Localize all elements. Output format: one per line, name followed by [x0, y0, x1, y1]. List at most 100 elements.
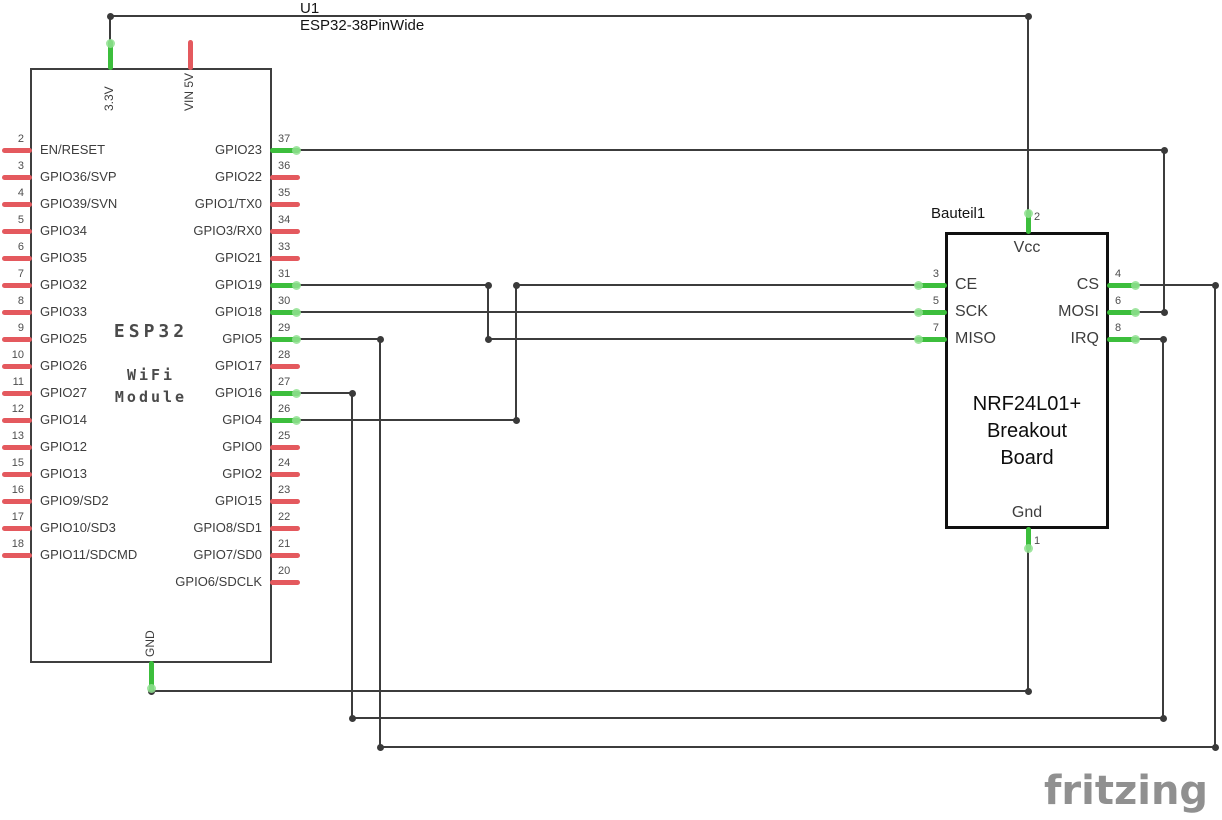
pin-gpio17-number: 28 — [278, 349, 291, 361]
pin-gpio13-leg[interactable] — [2, 471, 32, 477]
pin-gpio8-sd1-leg[interactable] — [270, 525, 300, 531]
pin-gpio1-tx0-label: GPIO1/TX0 — [194, 196, 262, 211]
junction-gpio23-to-mosi-2 — [1160, 308, 1168, 316]
pin-gpio26-leg[interactable] — [2, 363, 32, 369]
pin-gpio6-sdclk-leg[interactable] — [270, 579, 300, 585]
pin-gpio34-leg[interactable] — [2, 228, 32, 234]
ref-model[interactable]: ESP32-38PinWide — [300, 17, 425, 34]
pin-gpio0-leg[interactable] — [270, 444, 300, 450]
pin-ce-leg[interactable] — [915, 282, 947, 288]
pin-gpio22-leg[interactable] — [270, 174, 300, 180]
pin-miso-number: 7 — [932, 322, 939, 334]
pin-gpio17-leg[interactable] — [270, 363, 300, 369]
wire-gpio16-to-irq[interactable] — [351, 717, 1164, 719]
pin-gpio12-leg[interactable] — [2, 444, 32, 450]
pin-gpio35-label: GPIO35 — [40, 250, 87, 265]
wire-gnd-to-gnd[interactable] — [150, 690, 1029, 692]
wire-gpio5-to-cs[interactable] — [379, 338, 381, 748]
pin-gpio35-leg[interactable] — [2, 255, 32, 261]
nrf24l01-title-line-2: Board — [1000, 447, 1054, 469]
esp32-center-label-2: Module — [114, 388, 188, 406]
junction-gpio5-to-cs-4 — [1211, 281, 1219, 289]
pin-gpio25-leg[interactable] — [2, 336, 32, 342]
junction-gpio5-to-cs-2 — [376, 743, 384, 751]
pin-gpio19-leg[interactable] — [270, 282, 300, 288]
pin-gpio5-leg[interactable] — [270, 336, 300, 342]
pin-gpio10-sd3-leg[interactable] — [2, 525, 32, 531]
pin-gpio33-leg[interactable] — [2, 309, 32, 315]
wire-gpio23-to-mosi[interactable] — [1134, 311, 1165, 313]
wire-3v3-to-vcc[interactable] — [109, 15, 111, 44]
wire-gpio18-to-sck[interactable] — [295, 311, 920, 313]
junction-gpio19-to-miso-2 — [484, 335, 492, 343]
pin-gpio33-number: 8 — [17, 295, 24, 307]
pin-gpio39-svn-leg[interactable] — [2, 201, 32, 207]
esp32-center-label-0: ESP32 — [113, 321, 189, 342]
wire-3v3-to-vcc[interactable] — [1027, 15, 1029, 214]
pin-gpio2-leg[interactable] — [270, 471, 300, 477]
pin-gpio1-tx0-leg[interactable] — [270, 201, 300, 207]
pin-gpio3-rx0-leg[interactable] — [270, 228, 300, 234]
pin-gpio21-number: 33 — [278, 241, 291, 253]
pin-mosi-label: MOSI — [1058, 303, 1099, 320]
pin-gpio12-number: 13 — [11, 430, 24, 442]
junction-gpio16-to-irq-1 — [348, 389, 356, 397]
pin-sck-label: SCK — [955, 303, 988, 320]
pin-gpio17-label: GPIO17 — [215, 358, 262, 373]
pin-gpio16-leg[interactable] — [270, 390, 300, 396]
wire-gnd-to-gnd[interactable] — [1027, 548, 1029, 692]
wire-gpio19-to-miso[interactable] — [295, 284, 489, 286]
junction-gpio23-to-mosi-1 — [1160, 146, 1168, 154]
pin-miso-leg[interactable] — [915, 336, 947, 342]
pin-gpio14-leg[interactable] — [2, 417, 32, 423]
pin-gpio11-sdcmd-number: 18 — [11, 538, 24, 550]
wire-gpio23-to-mosi[interactable] — [295, 149, 1165, 151]
pin-gpio4-leg[interactable] — [270, 417, 300, 423]
pin-irq-leg[interactable] — [1107, 336, 1139, 342]
pin-gpio25-label: GPIO25 — [40, 331, 87, 346]
pin-cs-leg[interactable] — [1107, 282, 1139, 288]
pin-gpio10-sd3-label: GPIO10/SD3 — [40, 520, 116, 535]
pin-en-reset-leg[interactable] — [2, 147, 32, 153]
wire-gpio16-to-irq[interactable] — [295, 392, 353, 394]
pin-gpio32-leg[interactable] — [2, 282, 32, 288]
wire-gpio16-to-irq[interactable] — [1162, 338, 1164, 719]
pin-gpio18-leg[interactable] — [270, 309, 300, 315]
wire-gpio19-to-miso[interactable] — [487, 338, 920, 340]
pin-gpio9-sd2-label: GPIO9/SD2 — [40, 493, 109, 508]
pin-gnd-leg[interactable] — [1025, 527, 1031, 551]
wire-gpio5-to-cs[interactable] — [295, 338, 381, 340]
junction-gpio16-to-irq-2 — [348, 714, 356, 722]
wire-3v3-to-vcc[interactable] — [109, 15, 1029, 17]
pin-gpio9-sd2-leg[interactable] — [2, 498, 32, 504]
pin-gpio7-sd0-leg[interactable] — [270, 552, 300, 558]
pin-gpio0-number: 25 — [278, 430, 291, 442]
wire-gpio4-to-ce[interactable] — [515, 284, 920, 286]
wire-gpio5-to-cs[interactable] — [379, 746, 1216, 748]
pin-gnd-leg[interactable] — [148, 661, 154, 691]
pin-gpio18-number: 30 — [278, 295, 291, 307]
pin-irq-number: 8 — [1115, 322, 1122, 334]
pin-gpio21-leg[interactable] — [270, 255, 300, 261]
pin-gpio23-leg[interactable] — [270, 147, 300, 153]
pin-gpio11-sdcmd-leg[interactable] — [2, 552, 32, 558]
pin-gpio4-connection-glow — [291, 415, 301, 425]
ref-u1[interactable]: U1 — [300, 0, 320, 17]
wire-gpio16-to-irq[interactable] — [1134, 338, 1164, 340]
wire-gpio16-to-irq[interactable] — [351, 392, 353, 719]
wire-gpio5-to-cs[interactable] — [1214, 284, 1216, 748]
wire-gpio4-to-ce[interactable] — [295, 419, 517, 421]
pin-gpio39-svn-label: GPIO39/SVN — [40, 196, 118, 211]
wire-gpio4-to-ce[interactable] — [515, 284, 517, 421]
pin-vin-5v-leg[interactable] — [187, 40, 193, 70]
ref-bauteil1[interactable]: Bauteil1 — [931, 205, 986, 222]
wire-gpio5-to-cs[interactable] — [1134, 284, 1216, 286]
pin-mosi-leg[interactable] — [1107, 309, 1139, 315]
pin-sck-leg[interactable] — [915, 309, 947, 315]
pin-vcc-leg[interactable] — [1025, 210, 1031, 234]
pin-gpio36-svp-leg[interactable] — [2, 174, 32, 180]
pin-3-3v-leg[interactable] — [107, 40, 113, 70]
wire-gpio23-to-mosi[interactable] — [1163, 149, 1165, 313]
pin-gpio15-leg[interactable] — [270, 498, 300, 504]
pin-gpio27-leg[interactable] — [2, 390, 32, 396]
